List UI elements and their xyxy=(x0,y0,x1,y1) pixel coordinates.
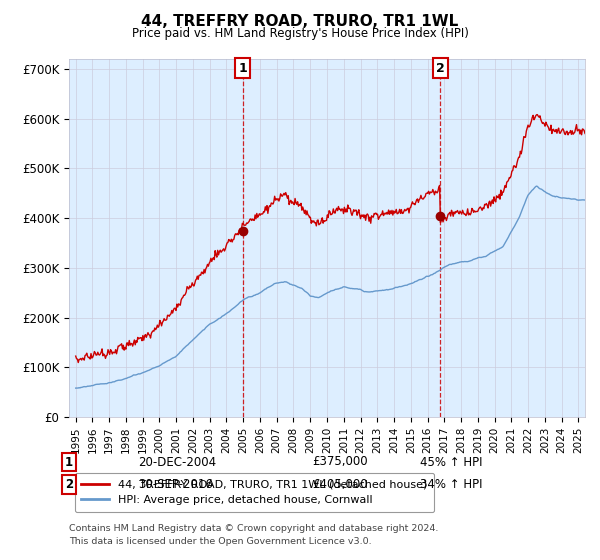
Text: Contains HM Land Registry data © Crown copyright and database right 2024.: Contains HM Land Registry data © Crown c… xyxy=(69,524,439,533)
Text: Price paid vs. HM Land Registry's House Price Index (HPI): Price paid vs. HM Land Registry's House … xyxy=(131,27,469,40)
Text: 44, TREFFRY ROAD, TRURO, TR1 1WL: 44, TREFFRY ROAD, TRURO, TR1 1WL xyxy=(142,14,458,29)
Text: 20-DEC-2004: 20-DEC-2004 xyxy=(138,455,216,469)
Text: 1: 1 xyxy=(238,62,247,74)
Text: This data is licensed under the Open Government Licence v3.0.: This data is licensed under the Open Gov… xyxy=(69,537,371,546)
Legend: 44, TREFFRY ROAD, TRURO, TR1 1WL (detached house), HPI: Average price, detached : 44, TREFFRY ROAD, TRURO, TR1 1WL (detach… xyxy=(74,473,434,512)
Text: £405,000: £405,000 xyxy=(312,478,368,491)
Text: 45% ↑ HPI: 45% ↑ HPI xyxy=(420,455,482,469)
Text: 2: 2 xyxy=(65,478,73,491)
Text: £375,000: £375,000 xyxy=(312,455,368,469)
Text: 2: 2 xyxy=(436,62,445,74)
Text: 30-SEP-2016: 30-SEP-2016 xyxy=(138,478,213,491)
Text: 34% ↑ HPI: 34% ↑ HPI xyxy=(420,478,482,491)
Text: 1: 1 xyxy=(65,455,73,469)
